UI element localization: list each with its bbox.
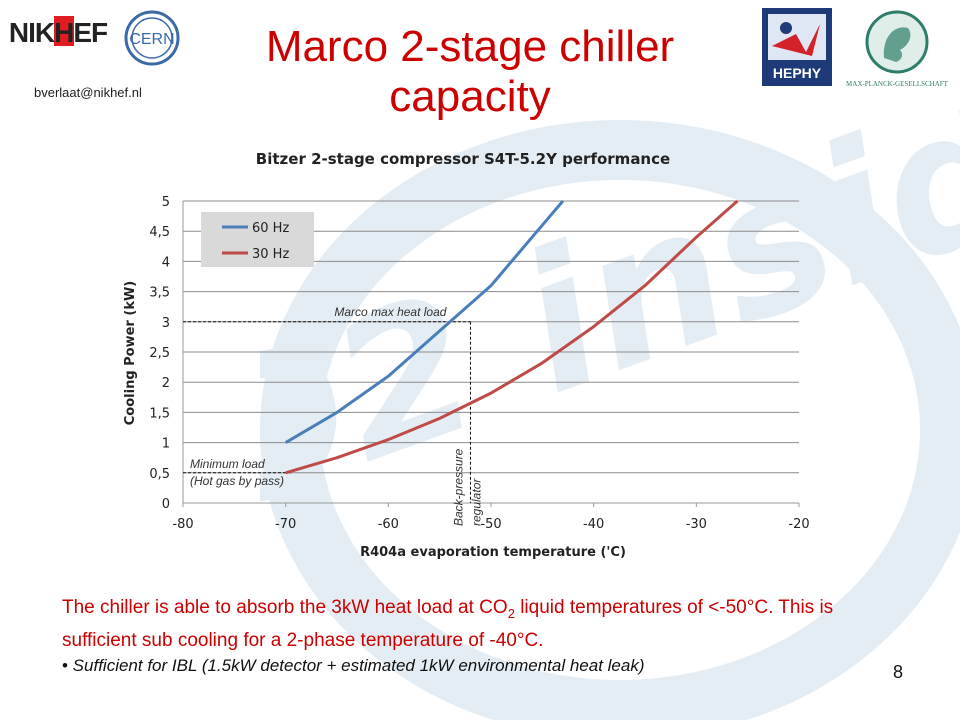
cern-logo: CERN bbox=[124, 10, 180, 66]
hephy-logo-text: HEPHY bbox=[773, 65, 822, 81]
chart-grid bbox=[182, 200, 800, 507]
y-axis-label: Cooling Power (kW) bbox=[123, 281, 138, 426]
bullet-text: Sufficient for IBL (1.5kW detector + est… bbox=[67, 656, 645, 675]
max-planck-logo: MAX-PLANCK-GESELLSCHAFT bbox=[846, 10, 949, 88]
hephy-logo: HEPHY bbox=[762, 8, 832, 86]
y-tick-label: 5 bbox=[162, 195, 170, 210]
chart-title: Bitzer 2-stage compressor S4T-5.2Y perfo… bbox=[256, 150, 670, 168]
y-tick-label: 0 bbox=[162, 497, 170, 512]
co2-subscript: 2 bbox=[507, 605, 515, 621]
co2-inside-watermark-icon: CO2 inside bbox=[260, 110, 960, 720]
x-tick-label: -60 bbox=[378, 517, 399, 532]
x-tick-label: -80 bbox=[172, 517, 193, 532]
x-tick-label: -20 bbox=[788, 517, 809, 532]
cern-logo-text: CERN bbox=[129, 31, 174, 48]
regulator-label: Back-pressure bbox=[451, 448, 465, 526]
y-tick-label: 1 bbox=[162, 437, 170, 452]
y-tick-label: 3 bbox=[162, 316, 170, 331]
chart-ticks: 0 0,5 1 1,5 2 2,5 3 3,5 4 4,5 5 -80 -70 -60 -50 -40 -30 -… bbox=[149, 195, 809, 532]
slide-title-line2: capacity bbox=[389, 72, 551, 121]
max-planck-logo-text: MAX-PLANCK-GESELLSCHAFT bbox=[846, 80, 949, 88]
body-paragraph: The chiller is able to absorb the 3kW he… bbox=[62, 594, 902, 654]
series-line-60hz bbox=[284, 200, 565, 444]
cooling-power-chart: Bitzer 2-stage compressor S4T-5.2Y perfo… bbox=[123, 150, 810, 560]
x-axis-label: R404a evaporation temperature ('C) bbox=[360, 545, 626, 560]
legend-box bbox=[201, 212, 314, 267]
x-tick-label: -30 bbox=[686, 517, 707, 532]
min-load-label-sub: (Hot gas by pass) bbox=[190, 474, 284, 488]
legend-label: 60 Hz bbox=[252, 221, 289, 236]
body-text-part1: The chiller is able to absorb the 3kW he… bbox=[62, 597, 508, 618]
body-text-part2: liquid temperatures of <-50°C. This is s… bbox=[62, 597, 834, 651]
x-tick-label: -50 bbox=[480, 517, 501, 532]
slide-title-line1: Marco 2-stage chiller bbox=[265, 22, 675, 71]
regulator-label-sub: regulator bbox=[469, 478, 483, 526]
nikhef-logo: NIKHEF bbox=[9, 16, 108, 48]
legend-label: 30 Hz bbox=[252, 247, 289, 262]
slide-title: Marco 2-stage chiller capacity bbox=[220, 22, 720, 122]
max-load-label: Marco max heat load bbox=[334, 305, 446, 319]
page-number: 8 bbox=[893, 662, 904, 682]
series-line-30hz bbox=[285, 199, 739, 475]
chart-series bbox=[284, 199, 739, 475]
y-tick-label: 2 bbox=[162, 376, 170, 391]
y-tick-label: 3,5 bbox=[149, 286, 170, 301]
x-tick-label: -70 bbox=[275, 517, 296, 532]
bullet-symbol: • bbox=[62, 656, 68, 675]
nikhef-logo-text: NIKHEF bbox=[9, 17, 108, 48]
chart-annotations: Marco max heat load Minimum load (Hot gas … bbox=[183, 305, 483, 526]
y-tick-label: 2,5 bbox=[149, 346, 170, 361]
author-email: bverlaat@nikhef.nl bbox=[34, 85, 142, 100]
y-tick-label: 1,5 bbox=[149, 406, 170, 421]
y-tick-label: 4,5 bbox=[149, 225, 170, 240]
min-load-label: Minimum load bbox=[190, 457, 265, 471]
x-tick-label: -40 bbox=[583, 517, 604, 532]
y-tick-label: 4 bbox=[162, 255, 170, 270]
chart-legend: 60 Hz 30 Hz bbox=[201, 212, 314, 267]
y-tick-label: 0,5 bbox=[149, 467, 170, 482]
bullet-point: • Sufficient for IBL (1.5kW detector + e… bbox=[62, 656, 862, 676]
